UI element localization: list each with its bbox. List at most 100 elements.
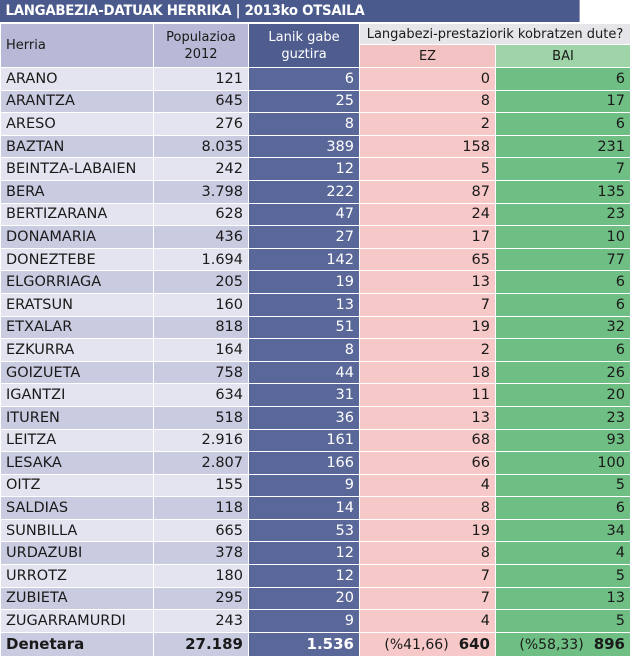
cell-name: IGANTZI bbox=[1, 384, 154, 407]
cell-bai: 23 bbox=[496, 406, 630, 429]
cell-ez: 5 bbox=[360, 158, 496, 181]
cell-bai: 23 bbox=[496, 203, 630, 226]
cell-bai: 135 bbox=[496, 180, 630, 203]
cell-ez: 4 bbox=[360, 474, 496, 497]
cell-population: 121 bbox=[154, 68, 249, 91]
cell-name: OITZ bbox=[1, 474, 154, 497]
cell-name: URDAZUBI bbox=[1, 542, 154, 565]
cell-unemployed: 8 bbox=[249, 339, 360, 362]
cell-name: LEITZA bbox=[1, 429, 154, 452]
cell-unemployed: 36 bbox=[249, 406, 360, 429]
cell-name: ARANTZA bbox=[1, 90, 154, 113]
cell-name: ARANO bbox=[1, 68, 154, 91]
cell-ez: 18 bbox=[360, 361, 496, 384]
cell-ez: 2 bbox=[360, 113, 496, 136]
cell-population: 818 bbox=[154, 316, 249, 339]
cell-name: ZUBIETA bbox=[1, 587, 154, 610]
cell-population: 1.694 bbox=[154, 248, 249, 271]
cell-unemployed: 9 bbox=[249, 610, 360, 633]
header-ez: EZ bbox=[360, 45, 496, 68]
header-bai: BAI bbox=[496, 45, 630, 68]
cell-unemployed: 8 bbox=[249, 113, 360, 136]
header-name: Herria bbox=[1, 24, 154, 68]
cell-population: 2.916 bbox=[154, 429, 249, 452]
cell-name: ETXALAR bbox=[1, 316, 154, 339]
cell-bai: 6 bbox=[496, 68, 630, 91]
total-bai-percent: (%58,33) bbox=[519, 637, 583, 653]
cell-unemployed: 142 bbox=[249, 248, 360, 271]
cell-bai: 32 bbox=[496, 316, 630, 339]
cell-bai: 4 bbox=[496, 542, 630, 565]
cell-unemployed: 13 bbox=[249, 293, 360, 316]
cell-name: LESAKA bbox=[1, 452, 154, 475]
cell-ez: 7 bbox=[360, 565, 496, 588]
cell-ez: 2 bbox=[360, 339, 496, 362]
cell-population: 118 bbox=[154, 497, 249, 520]
cell-ez: 8 bbox=[360, 542, 496, 565]
header-unemployed: Lanik gabe guztira bbox=[249, 24, 360, 68]
cell-bai: 5 bbox=[496, 565, 630, 588]
cell-population: 243 bbox=[154, 610, 249, 633]
cell-population: 634 bbox=[154, 384, 249, 407]
cell-ez: 0 bbox=[360, 68, 496, 91]
total-bai: 896 bbox=[594, 635, 625, 653]
table-title: LANGABEZIA-DATUAK HERRIKA | 2013ko OTSAI… bbox=[0, 0, 580, 22]
cell-ez: 8 bbox=[360, 90, 496, 113]
cell-population: 645 bbox=[154, 90, 249, 113]
cell-ez: 4 bbox=[360, 610, 496, 633]
cell-ez: 13 bbox=[360, 406, 496, 429]
header-population-line1: Populazioa bbox=[166, 30, 236, 45]
cell-name: SUNBILLA bbox=[1, 519, 154, 542]
cell-unemployed: 389 bbox=[249, 135, 360, 158]
cell-name: DONEZTEBE bbox=[1, 248, 154, 271]
cell-unemployed: 25 bbox=[249, 90, 360, 113]
cell-unemployed: 19 bbox=[249, 271, 360, 294]
cell-name: ELGORRIAGA bbox=[1, 271, 154, 294]
cell-unemployed: 12 bbox=[249, 565, 360, 588]
cell-population: 436 bbox=[154, 226, 249, 249]
cell-unemployed: 9 bbox=[249, 474, 360, 497]
cell-unemployed: 12 bbox=[249, 542, 360, 565]
cell-name: ITUREN bbox=[1, 406, 154, 429]
cell-population: 155 bbox=[154, 474, 249, 497]
cell-name: BERA bbox=[1, 180, 154, 203]
cell-unemployed: 6 bbox=[249, 68, 360, 91]
cell-bai: 20 bbox=[496, 384, 630, 407]
cell-ez: 7 bbox=[360, 587, 496, 610]
cell-ez: 158 bbox=[360, 135, 496, 158]
cell-bai: 6 bbox=[496, 339, 630, 362]
cell-bai: 5 bbox=[496, 610, 630, 633]
cell-name: GOIZUETA bbox=[1, 361, 154, 384]
cell-ez: 24 bbox=[360, 203, 496, 226]
cell-population: 160 bbox=[154, 293, 249, 316]
cell-name: DONAMARIA bbox=[1, 226, 154, 249]
cell-unemployed: 12 bbox=[249, 158, 360, 181]
header-benefits-question: Langabezi-prestaziorik kobratzen dute? bbox=[360, 24, 630, 45]
cell-ez: 17 bbox=[360, 226, 496, 249]
cell-ez: 7 bbox=[360, 293, 496, 316]
header-population-line2: 2012 bbox=[184, 47, 217, 62]
cell-population: 276 bbox=[154, 113, 249, 136]
cell-population: 665 bbox=[154, 519, 249, 542]
cell-bai: 6 bbox=[496, 497, 630, 520]
total-ez-percent: (%41,66) bbox=[384, 637, 448, 653]
cell-ez: 11 bbox=[360, 384, 496, 407]
cell-name: BEINTZA-LABAIEN bbox=[1, 158, 154, 181]
cell-unemployed: 47 bbox=[249, 203, 360, 226]
